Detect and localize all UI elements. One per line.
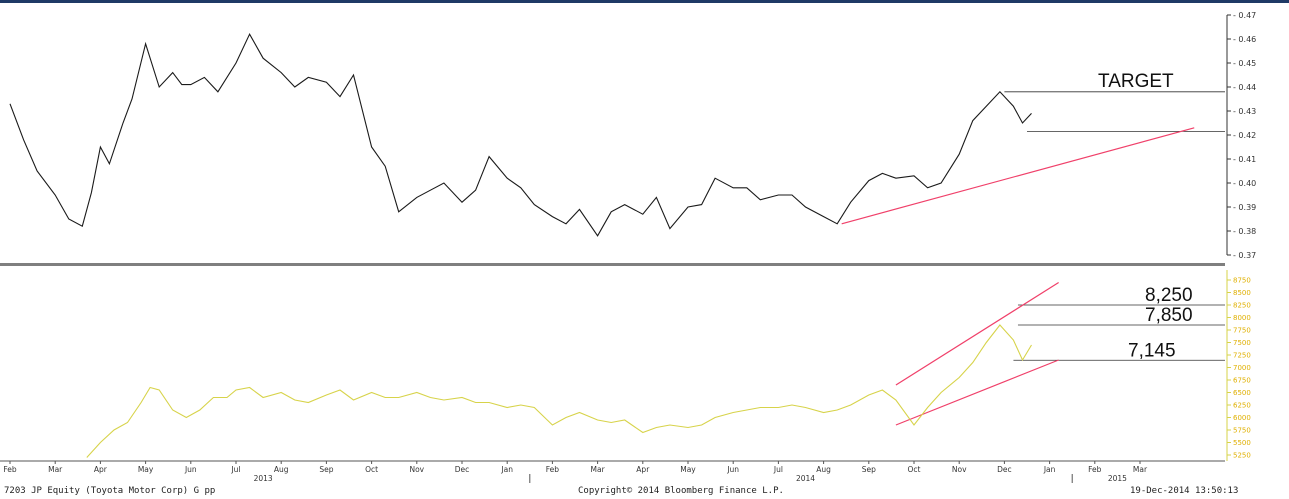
bottom-y-tick-label: 7750 [1233, 327, 1251, 335]
bottom-y-tick-label: 8500 [1233, 289, 1251, 297]
top-price-line [9, 33, 1032, 237]
top-y-tick-label: - 0.41 [1233, 155, 1256, 164]
bottom-y-tick-label: 7500 [1233, 339, 1251, 347]
bottom-y-tick-label: 6250 [1233, 402, 1251, 410]
x-month-label: Nov [952, 465, 967, 474]
x-month-labels: Feb Mar Apr May Jun Jul Aug Sep Oct Nov Dec Jan Feb M… [3, 465, 1148, 474]
x-month-label: Apr [94, 465, 108, 474]
top-trendline [841, 127, 1195, 225]
top-panel: - 0.47 - 0.46 - 0.45 - 0.44 - 0.43 - 0.42 - 0.… [9, 11, 1256, 260]
x-month-label: Feb [546, 465, 560, 474]
x-month-label: Dec [997, 465, 1012, 474]
top-y-tick-label: - 0.44 [1233, 83, 1256, 92]
x-month-label: Jul [773, 465, 783, 474]
x-month-label: May [138, 465, 154, 474]
bottom-y-ticks: 8750 8500 8250 8000 7750 7500 7250 7000 6750 6500… [1227, 277, 1251, 460]
top-y-tick-label: - 0.38 [1233, 227, 1256, 236]
x-month-label: Apr [636, 465, 650, 474]
top-y-tick-label: - 0.43 [1233, 107, 1256, 116]
top-y-tick-label: - 0.37 [1233, 251, 1256, 260]
target-label: TARGET [1098, 71, 1174, 92]
top-y-tick-label: - 0.39 [1233, 203, 1256, 212]
top-level-labels: TARGET [1098, 71, 1174, 92]
x-month-label: Aug [274, 465, 289, 474]
top-y-tick-label: - 0.47 [1233, 11, 1256, 20]
bottom-y-tick-label: 8750 [1233, 277, 1251, 285]
x-month-label: Dec [455, 465, 470, 474]
bottom-price-line [86, 324, 1032, 458]
x-year-label: 2014 [796, 474, 815, 483]
footer-copyright: Copyright© 2014 Bloomberg Finance L.P. [578, 486, 784, 496]
bottom-y-tick-label: 8250 [1233, 302, 1251, 310]
x-month-label: Jun [726, 465, 739, 474]
x-month-label: Mar [48, 465, 63, 474]
bottom-y-tick-label: 6750 [1233, 377, 1251, 385]
top-border [0, 0, 1289, 3]
bottom-y-tick-label: 8000 [1233, 314, 1251, 322]
x-month-label: Feb [1088, 465, 1102, 474]
x-month-label: Mar [591, 465, 606, 474]
x-month-label: Nov [409, 465, 424, 474]
x-year-label: 2013 [254, 474, 273, 483]
x-ticks [9, 461, 1141, 464]
x-axis: Feb Mar Apr May Jun Jul Aug Sep Oct Nov Dec Jan Feb M… [0, 460, 1225, 483]
x-month-label: Oct [365, 465, 378, 474]
level-label: 8,250 [1145, 285, 1193, 306]
top-y-tick-label: - 0.40 [1233, 179, 1256, 188]
bottom-panel: 8750 8500 8250 8000 7750 7500 7250 7000 6750 6500… [86, 270, 1251, 461]
bottom-y-tick-label: 5250 [1233, 452, 1251, 460]
x-year-labels: 2013 2014 2015 [254, 474, 1127, 483]
top-y-tick-label: - 0.45 [1233, 59, 1256, 68]
x-month-label: Jun [184, 465, 197, 474]
channel-upper-line [895, 281, 1059, 386]
x-year-label: 2015 [1108, 474, 1127, 483]
bottom-y-tick-label: 7250 [1233, 352, 1251, 360]
x-month-label: Jul [230, 465, 240, 474]
x-month-label: May [680, 465, 696, 474]
level-label: 7,850 [1145, 305, 1193, 326]
top-y-tick-label: - 0.42 [1233, 131, 1256, 140]
bottom-y-tick-label: 7000 [1233, 364, 1251, 372]
top-support-trendline [841, 127, 1195, 225]
bottom-y-tick-label: 5500 [1233, 439, 1251, 447]
bottom-y-tick-label: 6000 [1233, 414, 1251, 422]
top-levels [1004, 91, 1225, 132]
x-month-label: Mar [1133, 465, 1148, 474]
x-month-label: Jan [500, 465, 513, 474]
top-y-tick-label: - 0.46 [1233, 35, 1256, 44]
bottom-y-tick-label: 6500 [1233, 389, 1251, 397]
x-month-label: Feb [3, 465, 17, 474]
x-month-label: Jan [1043, 465, 1056, 474]
panel-divider [0, 263, 1225, 266]
top-y-ticks: - 0.47 - 0.46 - 0.45 - 0.44 - 0.43 - 0.42 - 0.… [1227, 11, 1256, 260]
level-label: 7,145 [1128, 340, 1176, 361]
x-month-label: Aug [816, 465, 831, 474]
footer-security: 7203 JP Equity (Toyota Motor Corp) G pp [4, 486, 216, 496]
bottom-levels [1013, 304, 1225, 361]
x-month-label: Sep [319, 465, 333, 474]
x-month-label: Oct [908, 465, 921, 474]
x-month-label: Sep [862, 465, 876, 474]
footer-timestamp: 19-Dec-2014 13:50:13 [1130, 486, 1239, 496]
bottom-y-tick-label: 5750 [1233, 427, 1251, 435]
